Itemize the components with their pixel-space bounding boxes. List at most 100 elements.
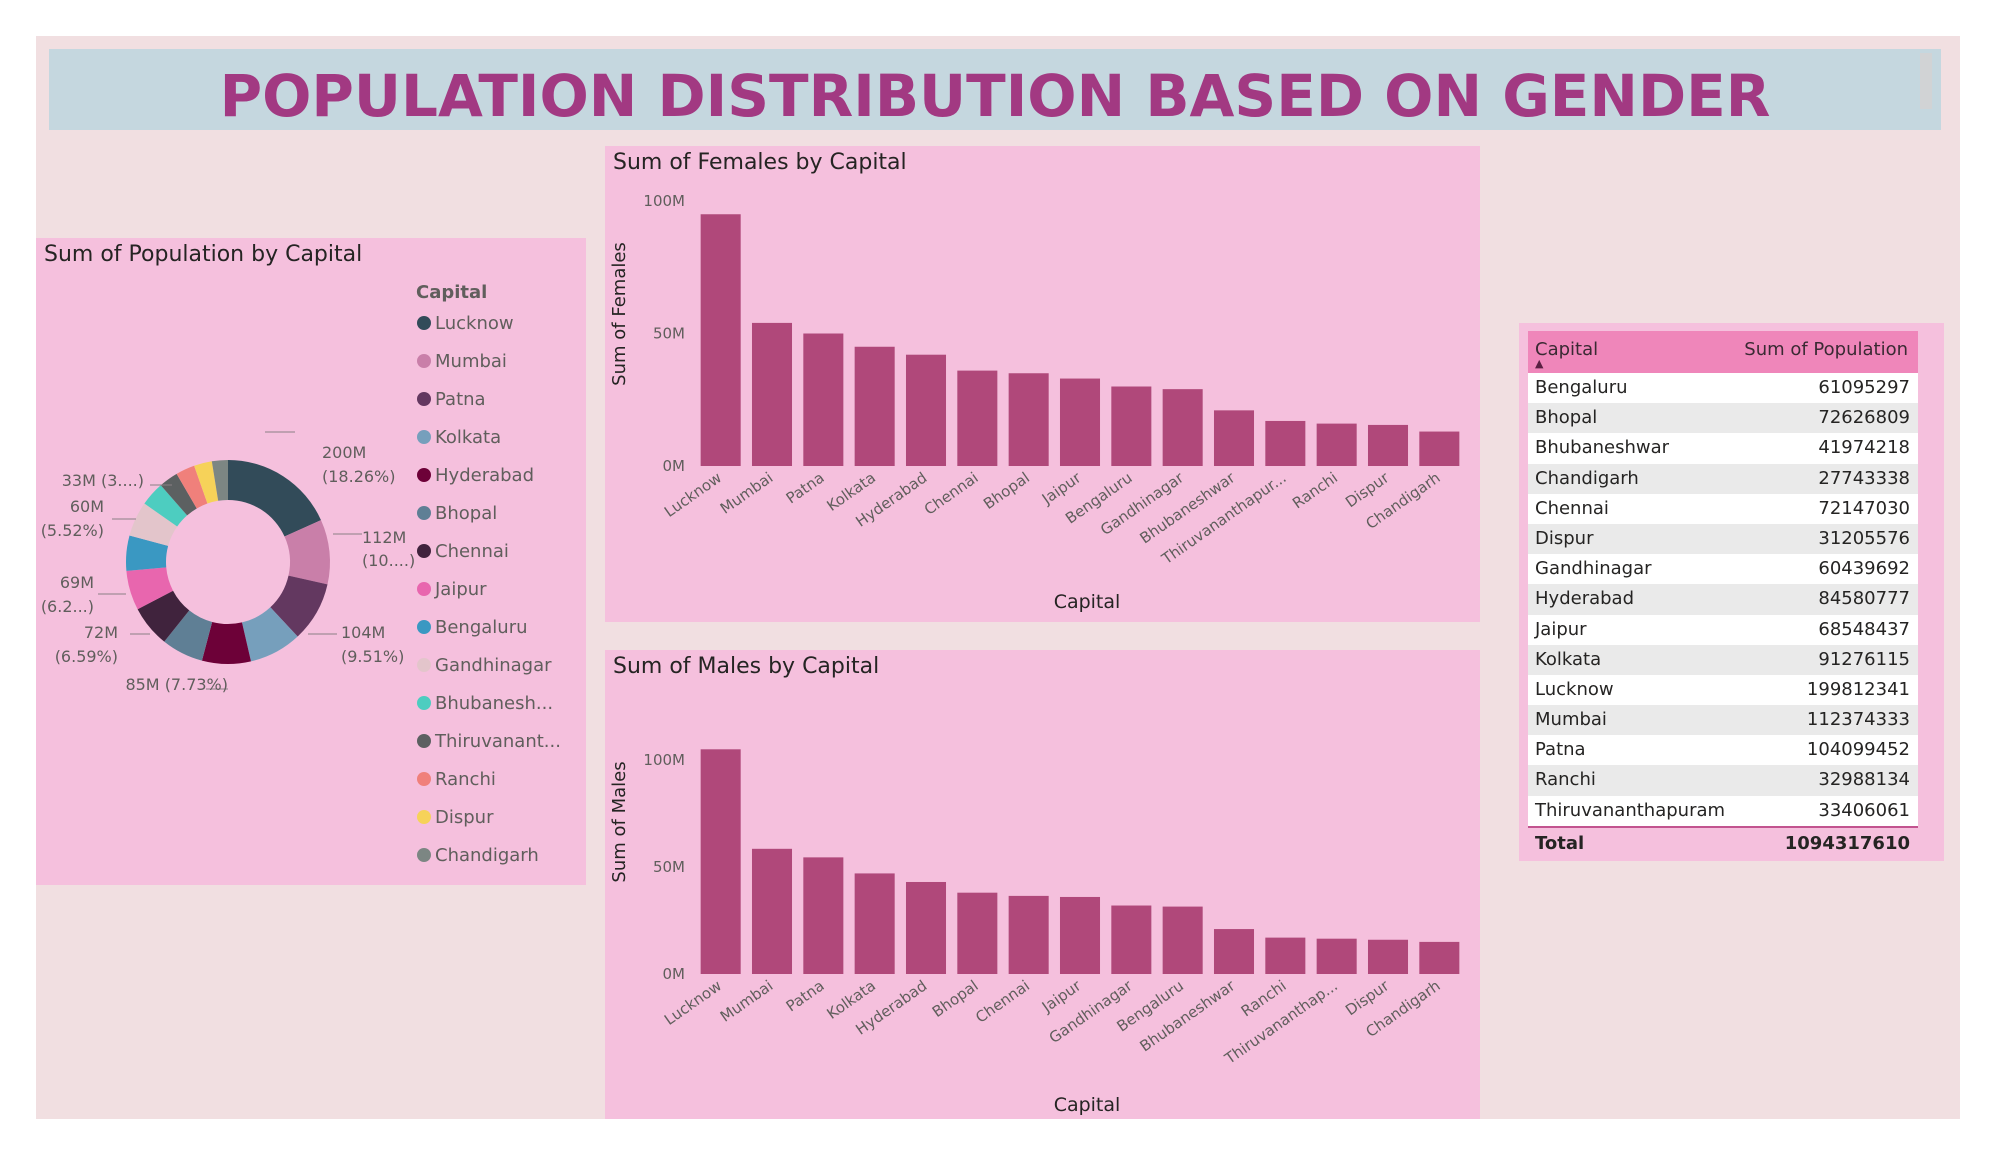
title-banner: POPULATION DISTRIBUTION BASED ON GENDER xyxy=(49,49,1941,130)
table-row[interactable]: Dispur 31205576 xyxy=(1528,523,1918,555)
table-row[interactable]: Mumbai 112374333 xyxy=(1528,705,1918,736)
y-tick-label: 50M xyxy=(653,325,685,343)
data-label-text: (5.52%) xyxy=(41,521,104,540)
legend-label: Chandigarh xyxy=(435,845,539,866)
cell-population: 84580777 xyxy=(1818,588,1910,610)
table-row[interactable]: Jaipur 68548437 xyxy=(1528,614,1918,645)
cell-population: 199812341 xyxy=(1806,678,1910,700)
table-header: Capital ▲ Sum of Population xyxy=(1528,331,1918,373)
table-row[interactable]: Bhubaneshwar 41974218 xyxy=(1528,433,1918,464)
legend-item-bhopal: Bhopal xyxy=(417,503,497,524)
legend-item-gandhinagar: Gandhinagar xyxy=(417,655,552,676)
bar-bengaluru xyxy=(1111,386,1152,466)
legend-marker xyxy=(417,354,431,368)
females-chart-panel: Sum of Females by Capital 0M 50M 100M Luckn… xyxy=(605,146,1480,622)
cell-population: 112374333 xyxy=(1806,709,1910,731)
data-label-mumbai: 112M (10....) xyxy=(333,528,415,570)
bar-jaipur xyxy=(1059,378,1101,466)
bar-chandigarh xyxy=(1419,431,1460,466)
cell-population: 33406061 xyxy=(1818,799,1910,821)
cell-population: 41974218 xyxy=(1818,437,1910,459)
y-axis-label: Sum of Females xyxy=(609,242,630,386)
table-row[interactable]: Hyderabad 84580777 xyxy=(1528,584,1918,615)
data-label-hyderabad: 85M (7.73%) xyxy=(125,675,228,694)
bar-kolkata xyxy=(854,873,895,974)
cell-capital: Bengaluru xyxy=(1535,377,1628,398)
y-tick-label: 0M xyxy=(663,457,686,475)
bar-chennai xyxy=(957,370,998,466)
data-label-jaipur: 69M (6.2...) xyxy=(41,573,126,616)
data-label-text: 60M xyxy=(70,497,104,516)
donut-slice-dispur xyxy=(194,461,219,504)
legend-item-bhubaneshwar: Bhubanesh... xyxy=(417,693,553,714)
cell-population: 60439692 xyxy=(1818,558,1910,580)
data-label-chennai: 72M (6.59%) xyxy=(55,623,150,666)
legend-label: Patna xyxy=(435,389,486,410)
donut-slice-patna xyxy=(270,575,328,637)
donut-slice-chennai xyxy=(137,590,190,642)
legend-marker xyxy=(417,810,431,824)
legend-label: Bhopal xyxy=(435,503,497,524)
total-value: 1094317610 xyxy=(1784,832,1910,854)
column-header-sum-of-population[interactable]: Sum of Population xyxy=(1744,339,1908,360)
table-row[interactable]: Chandigarh 27743338 xyxy=(1528,463,1918,494)
table-row[interactable]: Bhopal 72626809 xyxy=(1528,403,1918,434)
x-tick-label: Chennai xyxy=(921,469,982,519)
bar-jaipur xyxy=(1059,896,1101,974)
y-tick-label: 100M xyxy=(643,751,685,769)
bar-mumbai xyxy=(751,322,793,466)
table-row[interactable]: Patna 104099452 xyxy=(1528,735,1918,766)
table-row[interactable]: Thiruvananthapuram 33406061 xyxy=(1528,795,1918,826)
cell-capital: Lucknow xyxy=(1535,678,1614,700)
data-label-text: 104M xyxy=(341,623,385,642)
legend-title: Capital xyxy=(416,282,487,303)
cell-capital: Hyderabad xyxy=(1535,588,1634,610)
table-row[interactable]: Gandhinagar 60439692 xyxy=(1528,554,1918,585)
cell-population: 91276115 xyxy=(1818,648,1910,670)
legend-item-ranchi: Ranchi xyxy=(417,769,496,790)
cell-population: 72147030 xyxy=(1818,497,1910,519)
table-row[interactable]: Ranchi 32988134 xyxy=(1528,765,1918,796)
data-label-text: (18.26%) xyxy=(322,467,396,486)
data-label-text: (10....) xyxy=(362,551,415,570)
donut-slice-kolkata xyxy=(241,607,298,662)
population-table: Capital ▲ Sum of Population Bengaluru 610… xyxy=(1528,331,1918,859)
females-chart-title: Sum of Females by Capital xyxy=(613,150,907,175)
donut-slice-jaipur xyxy=(126,567,174,610)
sort-ascending-icon[interactable]: ▲ xyxy=(1535,357,1544,370)
scrollbar-thumb[interactable] xyxy=(1920,53,1932,109)
legend-item-jaipur: Jaipur xyxy=(417,579,487,600)
donut-slice-ranchi xyxy=(176,465,208,509)
column-header-capital[interactable]: Capital xyxy=(1535,339,1599,360)
donut-slice-lucknow xyxy=(228,460,321,537)
x-axis-label: Capital xyxy=(1054,591,1121,613)
table-row[interactable]: Chennai 72147030 xyxy=(1528,493,1918,524)
bar-dispur xyxy=(1367,939,1409,974)
cell-capital: Bhopal xyxy=(1535,407,1598,429)
x-tick-label: Mumbai xyxy=(717,469,776,518)
bar-patna xyxy=(803,333,844,466)
table-row[interactable]: Lucknow 199812341 xyxy=(1528,674,1918,706)
legend-item-chandigarh: Chandigarh xyxy=(417,845,539,866)
legend-marker xyxy=(417,468,431,482)
cell-capital: Dispur xyxy=(1535,527,1594,549)
data-label-text: 72M xyxy=(84,623,118,642)
table-row[interactable]: Kolkata 91276115 xyxy=(1528,644,1918,675)
cell-population: 31205576 xyxy=(1818,527,1910,549)
donut-chart-panel: Sum of Population by Capital 200M (18.26%… xyxy=(36,238,586,885)
donut-chart-title: Sum of Population by Capital xyxy=(44,242,363,267)
bar-hyderabad xyxy=(905,881,947,974)
males-chart-panel: Sum of Males by Capital 0M 50M 100M Lucknow… xyxy=(605,650,1480,1119)
donut-slice-bhopal xyxy=(164,610,213,661)
bar-gandhinagar xyxy=(1111,905,1152,974)
data-label-text: 69M xyxy=(60,573,94,592)
table-row[interactable]: Bengaluru 61095297 xyxy=(1528,373,1918,404)
cell-capital: Gandhinagar xyxy=(1535,558,1652,580)
y-tick-label: 100M xyxy=(643,192,685,210)
bar-kolkata xyxy=(854,346,895,466)
legend-label: Thiruvanant... xyxy=(434,731,561,752)
legend-label: Jaipur xyxy=(434,579,487,600)
males-chart-title: Sum of Males by Capital xyxy=(613,654,880,679)
page-title: POPULATION DISTRIBUTION BASED ON GENDER xyxy=(219,61,1771,130)
